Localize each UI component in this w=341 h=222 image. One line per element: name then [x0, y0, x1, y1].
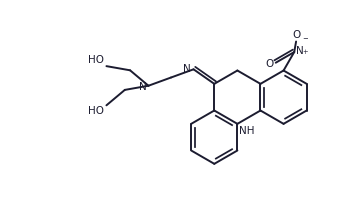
Text: HO: HO	[88, 106, 104, 116]
Text: O: O	[266, 59, 274, 69]
Text: HO: HO	[88, 55, 104, 65]
Text: N: N	[139, 82, 147, 92]
Text: N: N	[183, 64, 191, 74]
Text: −: −	[302, 36, 308, 42]
Text: NH: NH	[239, 126, 255, 136]
Text: +: +	[302, 49, 308, 55]
Text: N: N	[296, 46, 304, 56]
Text: O: O	[292, 30, 300, 40]
